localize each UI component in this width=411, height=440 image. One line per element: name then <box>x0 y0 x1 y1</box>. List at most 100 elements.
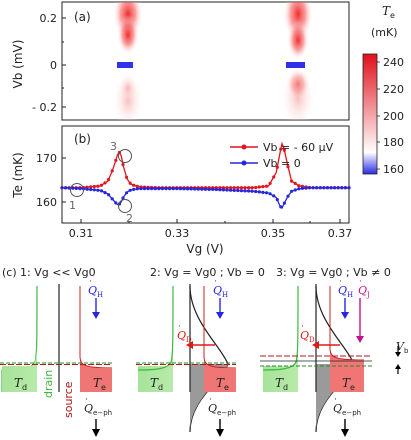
series-point-1 <box>186 187 190 191</box>
series-point-0 <box>135 184 139 188</box>
series-point-1 <box>71 186 75 190</box>
label-QH: Q <box>88 284 97 297</box>
series-point-1 <box>207 187 211 191</box>
svg-text:Qe−ph: Qe−ph <box>333 402 361 417</box>
series-point-0 <box>125 175 129 179</box>
schematic-1: Td Te drain source QH · Qe−ph · <box>0 277 112 437</box>
series-point-1 <box>333 186 337 190</box>
series-point-1 <box>343 186 347 190</box>
series-point-1 <box>74 186 78 190</box>
legend-entry: Vb = - 60 μV <box>263 141 334 154</box>
series-point-0 <box>221 186 225 190</box>
svg-text:·: · <box>359 277 362 287</box>
series-point-1 <box>89 187 93 192</box>
label-Qeph: Q <box>208 402 217 415</box>
legend-marker-red <box>241 144 247 150</box>
svg-text:Td: Td <box>150 376 163 392</box>
label-Qeph: Q <box>84 402 93 415</box>
series-point-1 <box>128 188 132 192</box>
panel-b-ylabel: Te (mK) <box>11 152 25 198</box>
svg-text:Te: Te <box>342 376 355 392</box>
svg-text:Te: Te <box>382 4 395 20</box>
series-point-1 <box>114 201 118 205</box>
svg-text:Vb: Vb <box>396 340 409 355</box>
drain-occupied-states <box>263 345 298 392</box>
series-point-0 <box>89 185 93 189</box>
legend-marker-blue <box>241 160 247 166</box>
series-point-1 <box>307 186 312 190</box>
series-point-0 <box>275 165 279 169</box>
series-point-0 <box>239 186 243 190</box>
series-point-0 <box>297 184 301 188</box>
label-Te: T <box>93 376 102 390</box>
series-point-1 <box>225 188 229 192</box>
panel-b: (b) 170 160 Te (mK) 0.31 0.33 0.35 0.37 … <box>11 125 353 256</box>
svg-text:QH: QH <box>338 284 353 299</box>
label-Td: T <box>275 376 284 390</box>
svg-text:QH: QH <box>88 284 103 299</box>
panel-b-xtick: 0.37 <box>328 227 353 240</box>
series-point-0 <box>243 186 247 190</box>
series-point-1 <box>99 189 104 193</box>
series-point-1 <box>64 186 68 190</box>
series-point-0 <box>279 147 283 151</box>
series-point-1 <box>121 196 125 200</box>
series-point-0 <box>96 184 100 188</box>
series-point-1 <box>340 186 344 190</box>
series-point-1 <box>153 187 157 191</box>
svg-text:·: · <box>178 322 181 332</box>
series-point-1 <box>175 187 179 191</box>
marker-label: 2 <box>126 212 133 225</box>
series-point-1 <box>211 187 215 191</box>
series-point-1 <box>236 188 240 193</box>
series-point-0 <box>225 186 229 190</box>
series-point-0 <box>286 165 290 169</box>
series-point-1 <box>157 187 161 191</box>
legend: Vb = - 60 μV Vb = 0 <box>230 141 334 170</box>
colorbar-tick: 180 <box>383 136 404 149</box>
series-point-1 <box>329 186 333 190</box>
label-Te: T <box>342 376 351 390</box>
source-distribution-curve <box>329 286 365 361</box>
label-QJ: Q <box>358 284 367 297</box>
svg-text:·: · <box>209 395 212 405</box>
svg-text:Qe−ph: Qe−ph <box>84 402 112 417</box>
series-point-1 <box>178 187 182 191</box>
series-point-1 <box>315 186 319 190</box>
transmission-peak-filled <box>316 364 354 432</box>
series-point-1 <box>297 187 301 191</box>
series-point-1 <box>150 187 154 191</box>
series-point-1 <box>336 186 340 190</box>
series-point-0 <box>229 186 233 190</box>
series-point-1 <box>254 189 258 194</box>
marker-label: 1 <box>69 199 76 212</box>
series-point-1 <box>200 187 204 191</box>
series-point-0 <box>272 175 276 179</box>
series-point-1 <box>239 189 243 193</box>
panel-a-label: (a) <box>74 10 91 24</box>
drain-distribution-curve <box>262 285 299 371</box>
heatmap <box>112 2 316 120</box>
label-Vb: V <box>396 340 405 353</box>
label-Td: T <box>14 376 23 390</box>
series-point-1 <box>347 186 351 190</box>
panel-a-ylabel: Vb (mV) <box>11 40 25 89</box>
series-point-1 <box>229 188 233 192</box>
svg-text:·: · <box>214 277 217 287</box>
label-Te: T <box>216 376 225 390</box>
series-point-1 <box>325 186 330 190</box>
series-point-1 <box>311 186 315 190</box>
colorbar-tick: 200 <box>383 110 404 123</box>
series-point-1 <box>318 186 322 190</box>
heatmap-cold-spot-right <box>286 62 305 68</box>
panel-a-ytick: 0 <box>50 59 57 72</box>
series-point-1 <box>132 187 136 191</box>
panel-b-xtick: 0.31 <box>69 227 94 240</box>
schematic-title-3: 3: Vg = Vg0 ; Vb ≠ 0 <box>276 266 391 279</box>
series-point-1 <box>168 187 172 191</box>
series-point-1 <box>203 187 208 191</box>
series-point-1 <box>103 191 107 195</box>
series-point-1 <box>293 188 297 192</box>
series-point-1 <box>193 187 197 191</box>
